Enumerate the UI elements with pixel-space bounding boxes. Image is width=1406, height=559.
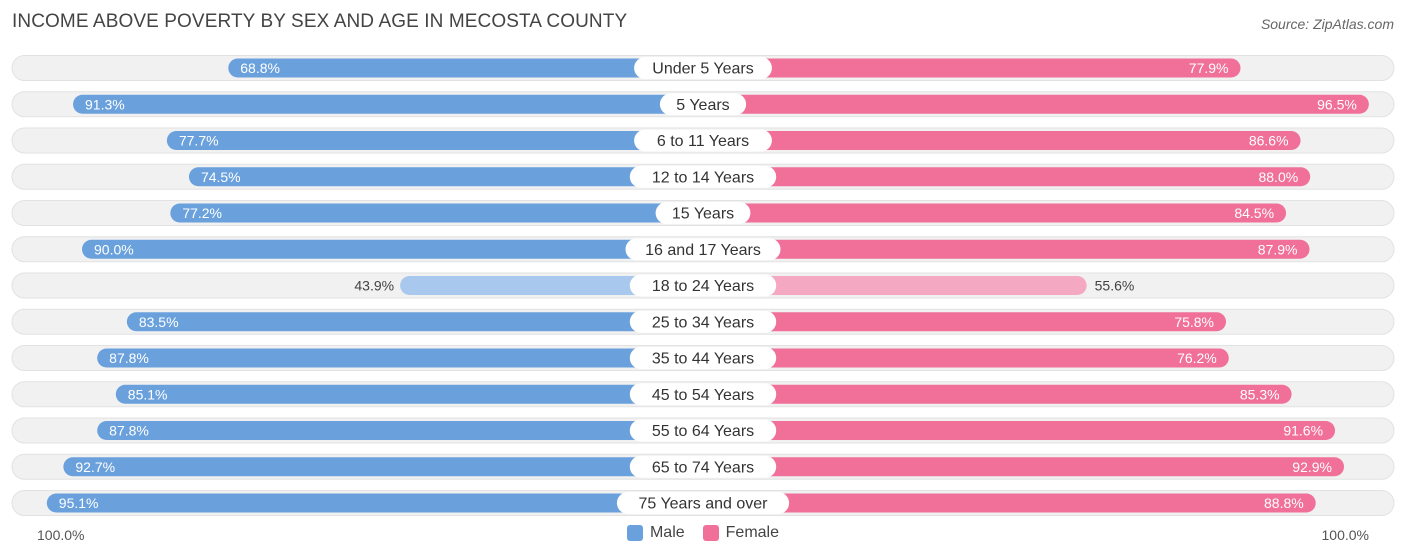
bar-male-5-years	[73, 94, 703, 114]
bar-female-18-to-24-years	[703, 276, 1087, 295]
axis-left-label: 100.0%	[37, 527, 85, 543]
value-label-male-16-and-17-years: 90.0%	[94, 241, 134, 257]
value-label-female-65-to-74-years: 92.9%	[1292, 459, 1332, 475]
value-label-female-16-and-17-years: 87.9%	[1258, 241, 1298, 257]
category-label-18-to-24-years: 18 to 24 Years	[652, 278, 754, 295]
bar-female-75-years-and-over	[703, 493, 1316, 513]
category-label-45-to-54-years: 45 to 54 Years	[652, 387, 754, 404]
axis-right-label: 100.0%	[1321, 527, 1369, 543]
value-label-male-5-years: 91.3%	[85, 96, 125, 112]
legend: Male Female	[0, 524, 1406, 542]
category-label-35-to-44-years: 35 to 44 Years	[652, 351, 754, 368]
legend-swatch-male	[626, 525, 643, 541]
value-label-male-75-years-and-over: 95.1%	[59, 495, 99, 511]
bar-male-under-5-years	[228, 58, 703, 78]
bar-female-55-to-64-years	[703, 421, 1336, 440]
value-label-female-15-years: 84.5%	[1234, 205, 1274, 221]
bar-male-35-to-44-years	[97, 348, 704, 368]
category-pill-6-to-11-years	[634, 129, 772, 152]
value-label-male-18-to-24-years: 43.9%	[354, 278, 394, 294]
value-label-female-75-years-and-over: 88.8%	[1264, 495, 1304, 511]
bar-female-45-to-54-years	[703, 384, 1292, 404]
category-label-12-to-14-years: 12 to 14 Years	[652, 169, 754, 186]
chart-source: Source: ZipAtlas.com	[1260, 16, 1394, 32]
bar-male-75-years-and-over	[46, 493, 704, 513]
value-label-female-35-to-44-years: 76.2%	[1177, 350, 1217, 366]
value-label-male-55-to-64-years: 87.8%	[109, 423, 149, 439]
bar-female-6-to-11-years	[703, 131, 1301, 150]
bar-female-15-years	[703, 203, 1287, 223]
category-pill-under-5-years	[634, 57, 772, 79]
value-label-female-5-years: 96.5%	[1317, 96, 1357, 112]
chart-title: INCOME ABOVE POVERTY BY SEX AND AGE IN M…	[12, 11, 628, 32]
legend-item-male[interactable]: Male	[626, 524, 685, 542]
category-pill-15-years	[655, 202, 751, 224]
bar-male-18-to-24-years	[400, 276, 703, 295]
category-label-65-to-74-years: 65 to 74 Years	[652, 459, 754, 476]
category-label-5-years: 5 Years	[676, 97, 729, 114]
value-label-female-6-to-11-years: 86.6%	[1249, 133, 1289, 149]
value-label-female-under-5-years: 77.9%	[1189, 60, 1229, 76]
bar-male-25-to-34-years	[126, 312, 704, 332]
category-label-25-to-34-years: 25 to 34 Years	[652, 314, 754, 331]
value-label-male-15-years: 77.2%	[182, 205, 222, 221]
value-label-male-6-to-11-years: 77.7%	[179, 133, 219, 149]
category-pill-55-to-64-years	[629, 419, 777, 442]
category-label-75-years-and-over: 75 Years and over	[639, 496, 769, 513]
bar-male-55-to-64-years	[97, 421, 704, 440]
legend-swatch-female	[702, 525, 719, 541]
value-label-male-under-5-years: 68.8%	[240, 60, 280, 76]
bar-female-12-to-14-years	[703, 167, 1311, 187]
value-label-male-12-to-14-years: 74.5%	[201, 169, 241, 185]
category-pill-25-to-34-years	[629, 310, 777, 333]
value-label-male-65-to-74-years: 92.7%	[75, 459, 115, 475]
value-label-male-45-to-54-years: 85.1%	[128, 386, 168, 402]
value-label-female-55-to-64-years: 91.6%	[1283, 423, 1323, 439]
bar-female-5-years	[703, 94, 1369, 114]
category-label-6-to-11-years: 6 to 11 Years	[657, 133, 749, 150]
value-label-female-45-to-54-years: 85.3%	[1240, 386, 1280, 402]
value-label-male-35-to-44-years: 87.8%	[109, 350, 149, 366]
bar-male-45-to-54-years	[115, 384, 703, 404]
value-label-female-25-to-34-years: 75.8%	[1174, 314, 1214, 330]
value-label-male-25-to-34-years: 83.5%	[139, 314, 179, 330]
value-label-female-18-to-24-years: 55.6%	[1095, 278, 1135, 294]
category-label-55-to-64-years: 55 to 64 Years	[652, 423, 754, 440]
category-pill-5-years	[659, 93, 747, 116]
bar-female-25-to-34-years	[703, 312, 1227, 332]
bar-male-12-to-14-years	[188, 167, 703, 187]
category-pill-18-to-24-years	[629, 274, 777, 297]
legend-label-male: Male	[649, 524, 685, 541]
bar-female-65-to-74-years	[703, 457, 1345, 477]
bar-female-under-5-years	[703, 58, 1241, 78]
category-pill-45-to-54-years	[629, 383, 777, 406]
bar-male-15-years	[170, 203, 703, 223]
bar-chart: 68.8% 77.9% Under 5 Years 91.3% 96.5% 5 Years…	[11, 55, 1395, 516]
legend-item-female[interactable]: Female	[702, 524, 780, 542]
category-pill-35-to-44-years	[629, 347, 777, 369]
category-pill-75-years-and-over	[616, 492, 790, 514]
bar-female-35-to-44-years	[703, 348, 1229, 368]
legend-label-female: Female	[725, 524, 780, 541]
category-label-16-and-17-years: 16 and 17 Years	[645, 242, 761, 259]
category-label-15-years: 15 Years	[672, 206, 734, 223]
category-pill-12-to-14-years	[629, 165, 777, 188]
category-pill-16-and-17-years	[625, 238, 781, 261]
value-label-female-12-to-14-years: 88.0%	[1258, 169, 1298, 185]
bar-female-16-and-17-years	[703, 239, 1310, 259]
category-label-under-5-years: Under 5 Years	[652, 61, 753, 78]
category-pill-65-to-74-years	[629, 455, 777, 478]
bar-male-65-to-74-years	[63, 457, 704, 477]
bar-male-6-to-11-years	[166, 131, 703, 150]
bar-male-16-and-17-years	[82, 239, 703, 259]
